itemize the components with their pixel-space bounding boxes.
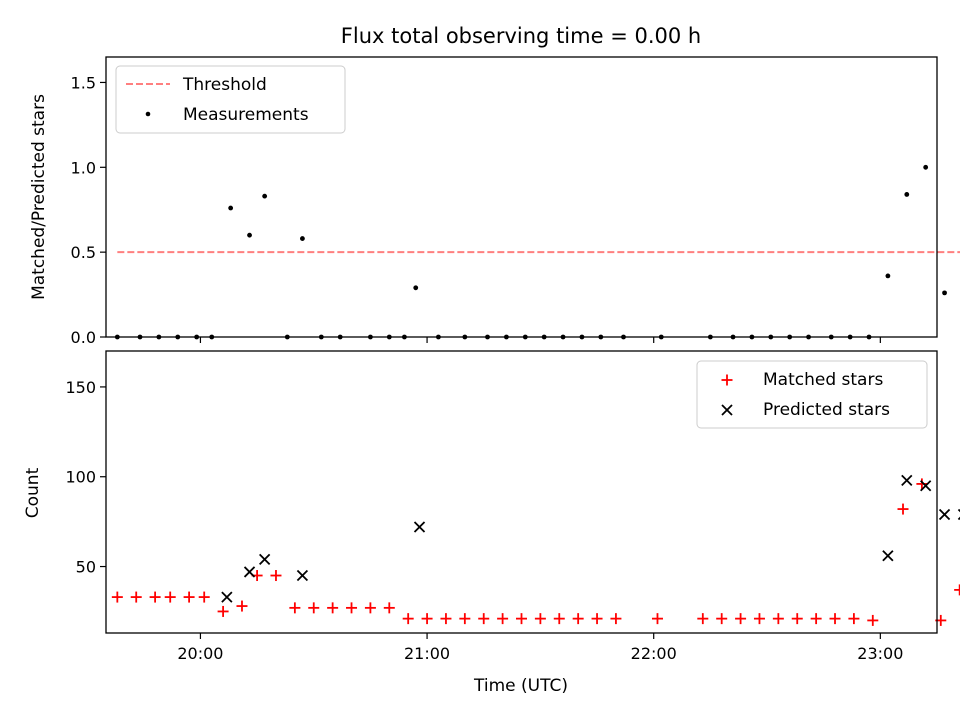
matched-star-point xyxy=(198,591,210,603)
matched-star-point xyxy=(440,613,452,625)
matched-star-point xyxy=(327,602,339,614)
x-tick-label: 20:00 xyxy=(177,644,223,663)
measurement-point xyxy=(942,290,947,296)
measurements-legend-swatch xyxy=(145,111,151,117)
matched-star-point xyxy=(236,600,248,612)
matched-star-point xyxy=(421,613,433,625)
top-y-tick-label: 1.5 xyxy=(71,73,96,92)
matched-star-point xyxy=(772,613,784,625)
bottom-legend-box xyxy=(696,360,928,429)
predicted-star-point xyxy=(413,521,426,533)
matched-star-point xyxy=(572,613,584,625)
matched-star-point xyxy=(791,613,803,625)
matched-star-point xyxy=(149,591,161,603)
predicted-star-point xyxy=(221,591,233,603)
top-y-tick-label: 1.0 xyxy=(71,158,96,177)
x-tick-label: 22:00 xyxy=(631,644,677,663)
predicted-star-point xyxy=(920,480,932,492)
bottom-y-axis-label: Count xyxy=(23,467,43,518)
predicted-star-point xyxy=(938,508,951,521)
predicted-star-point xyxy=(901,474,913,486)
top-y-tick-label: 0.5 xyxy=(71,243,96,262)
matched-star-point xyxy=(534,613,546,625)
measurement-point xyxy=(923,164,929,170)
predicted-star-point xyxy=(882,550,894,562)
matched-star-point xyxy=(810,613,822,625)
matched-star-point xyxy=(346,602,358,614)
matched-star-point xyxy=(867,614,879,626)
matched-star-point xyxy=(364,602,376,614)
matched-star-point xyxy=(735,613,747,625)
bottom-y-tick-label: 50 xyxy=(76,558,96,577)
measurement-point xyxy=(262,193,268,199)
measurement-point xyxy=(904,192,910,197)
top-y-axis-label: Matched/Predicted stars xyxy=(29,94,49,300)
matched-star-point xyxy=(516,613,527,625)
top-axes-frame xyxy=(105,56,938,338)
bottom-y-tick-label: 150 xyxy=(65,378,96,397)
matched-star-point xyxy=(459,613,471,625)
matched-star-point xyxy=(916,478,928,490)
measurement-point xyxy=(300,236,305,241)
matched-legend-label: Matched stars xyxy=(763,370,883,390)
measurement-point xyxy=(413,285,419,291)
matched-star-point xyxy=(954,584,960,596)
predicted-star-point xyxy=(296,569,309,582)
bottom-plot-area xyxy=(111,474,960,626)
predicted-star-point xyxy=(259,553,271,565)
bottom-axes-frame xyxy=(105,350,938,634)
threshold-legend-label: Threshold xyxy=(182,75,267,95)
matched-star-point xyxy=(383,602,395,614)
measurements-legend-label: Measurements xyxy=(183,105,309,125)
bottom-y-tick-label: 100 xyxy=(65,468,96,487)
matched-star-point xyxy=(591,613,603,625)
matched-star-point xyxy=(848,613,860,625)
matched-star-point xyxy=(308,602,320,614)
matched-star-point xyxy=(111,591,123,603)
matched-star-point xyxy=(289,602,301,614)
x-tick-label: 21:00 xyxy=(404,644,450,663)
predicted-star-point xyxy=(243,566,256,578)
matched-star-point xyxy=(164,591,176,603)
top-legend-box xyxy=(115,65,346,134)
predicted-legend-label: Predicted stars xyxy=(763,400,890,420)
matched-star-point xyxy=(553,613,565,625)
x-axis-label: Time (UTC) xyxy=(473,676,568,696)
matched-star-point xyxy=(697,613,709,625)
predicted-legend-swatch xyxy=(721,404,733,416)
matched-star-point xyxy=(829,613,841,625)
measurement-point xyxy=(247,232,252,238)
matched-star-point xyxy=(183,591,195,603)
top-chart-title: Flux total observing time = 0.00 h xyxy=(341,24,701,48)
matched-star-point xyxy=(497,613,509,625)
matched-star-point xyxy=(478,613,490,625)
matched-star-point xyxy=(130,591,142,603)
x-tick-label: 23:00 xyxy=(857,644,903,663)
measurement-point xyxy=(228,205,234,211)
matched-star-point xyxy=(897,503,909,515)
matched-star-point xyxy=(753,613,765,625)
matched-legend-swatch xyxy=(721,374,733,386)
matched-star-point xyxy=(217,605,229,617)
matched-star-point xyxy=(610,613,622,625)
matched-star-point xyxy=(716,613,728,625)
matched-star-point xyxy=(270,570,282,582)
measurement-point xyxy=(885,273,891,279)
top-y-tick-label: 0.0 xyxy=(71,328,96,347)
bottom-legend: Matched stars Predicted stars xyxy=(696,360,928,429)
matched-star-point xyxy=(402,613,414,625)
matched-star-point xyxy=(651,613,663,625)
top-legend: Threshold Measurements xyxy=(115,65,346,134)
